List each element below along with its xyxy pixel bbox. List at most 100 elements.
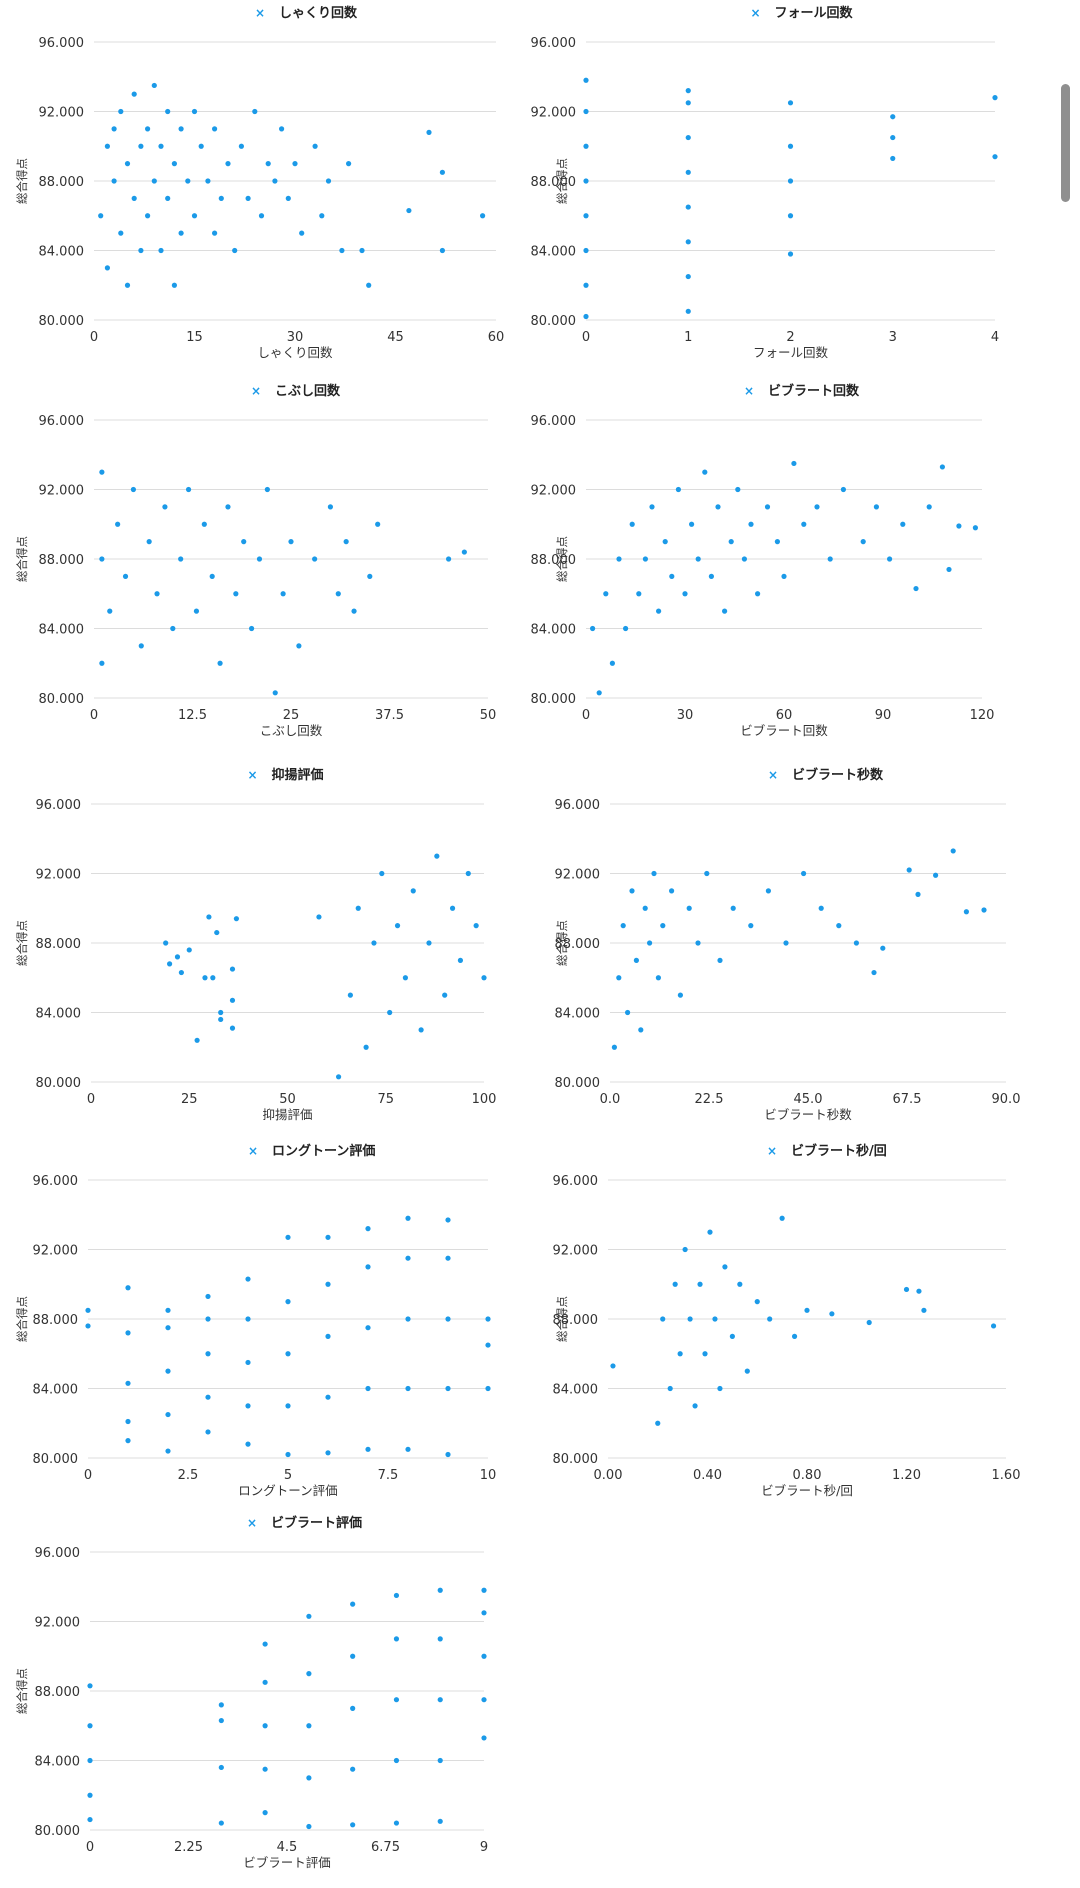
y-tick-label: 88.000 bbox=[553, 1313, 599, 1328]
data-point bbox=[205, 1429, 211, 1435]
data-point bbox=[583, 282, 589, 288]
data-point bbox=[365, 1264, 371, 1270]
data-point bbox=[205, 178, 211, 184]
data-point bbox=[280, 591, 286, 597]
chart-title: ビブラート評価 bbox=[271, 1515, 362, 1531]
data-point bbox=[647, 940, 653, 946]
data-point bbox=[818, 905, 824, 911]
y-tick-label: 88.000 bbox=[531, 175, 577, 190]
data-point bbox=[229, 997, 236, 1003]
data-point bbox=[245, 1316, 251, 1322]
data-point bbox=[145, 213, 151, 219]
y-tick-label: 84.000 bbox=[555, 1007, 601, 1022]
data-point bbox=[764, 504, 771, 510]
data-point bbox=[306, 1671, 312, 1677]
data-point bbox=[853, 940, 859, 946]
vertical-scrollbar[interactable] bbox=[1061, 84, 1070, 202]
x-axis-label: しゃくり回数 bbox=[257, 345, 333, 360]
y-tick-label: 80.000 bbox=[36, 1076, 82, 1091]
y-tick-label: 92.000 bbox=[555, 868, 601, 883]
data-point bbox=[871, 969, 877, 976]
data-point bbox=[193, 608, 200, 614]
data-point bbox=[365, 1226, 371, 1232]
data-point bbox=[218, 1016, 224, 1023]
data-point bbox=[210, 975, 216, 981]
data-point bbox=[288, 539, 294, 545]
data-point bbox=[926, 504, 932, 510]
y-tick-label: 84.000 bbox=[553, 1383, 599, 1398]
x-tick-label: 0.00 bbox=[594, 1468, 623, 1483]
data-point bbox=[651, 870, 657, 877]
y-tick-label: 96.000 bbox=[555, 798, 601, 813]
data-point bbox=[642, 556, 648, 562]
x-tick-label: 2.25 bbox=[174, 1840, 203, 1855]
data-point bbox=[205, 1351, 211, 1357]
data-point bbox=[346, 161, 352, 167]
data-point bbox=[672, 1281, 678, 1287]
chart-title: ビブラート秒数 bbox=[792, 767, 884, 783]
data-point bbox=[355, 905, 361, 911]
data-point bbox=[205, 1293, 211, 1300]
data-point bbox=[439, 247, 445, 254]
data-point bbox=[707, 1229, 713, 1235]
y-tick-label: 92.000 bbox=[39, 106, 85, 121]
data-point bbox=[285, 1403, 291, 1409]
data-point bbox=[178, 230, 184, 236]
data-point bbox=[744, 1368, 750, 1374]
data-point bbox=[712, 1316, 718, 1322]
data-point bbox=[125, 1380, 131, 1386]
data-point bbox=[748, 521, 754, 527]
data-point bbox=[138, 643, 144, 649]
legend-marker-icon: × bbox=[767, 1144, 777, 1158]
data-point bbox=[866, 1319, 872, 1326]
chart-title: ビブラート回数 bbox=[768, 383, 860, 399]
x-tick-label: 67.5 bbox=[893, 1092, 922, 1107]
chart-title: しゃくり回数 bbox=[279, 5, 358, 21]
chart-yokuyou-score: × 抑揚評価 80.000 84.000 88.000 92.000 96.000 0 25 50… bbox=[15, 767, 496, 1122]
y-tick-label: 84.000 bbox=[33, 1383, 79, 1398]
data-point bbox=[178, 126, 184, 132]
data-point bbox=[218, 195, 224, 201]
y-tick-label: 84.000 bbox=[36, 1007, 82, 1022]
y-tick-label: 88.000 bbox=[555, 937, 601, 952]
data-point bbox=[214, 929, 220, 936]
data-point bbox=[218, 1764, 224, 1771]
data-point bbox=[393, 1820, 400, 1826]
y-tick-label: 96.000 bbox=[531, 414, 577, 429]
data-point bbox=[787, 251, 794, 257]
x-tick-label: 12.5 bbox=[178, 708, 207, 723]
y-axis-label: 総合得点 bbox=[15, 536, 29, 582]
x-axis-label: こぶし回数 bbox=[260, 723, 323, 738]
data-point bbox=[730, 905, 736, 911]
data-point bbox=[590, 625, 596, 632]
data-point bbox=[212, 230, 218, 236]
data-point bbox=[365, 1446, 371, 1452]
data-point bbox=[702, 1351, 708, 1357]
data-point bbox=[285, 1451, 291, 1458]
data-point bbox=[880, 945, 886, 951]
data-point bbox=[827, 556, 833, 562]
x-tick-label: 45.0 bbox=[794, 1092, 823, 1107]
data-point bbox=[695, 556, 701, 562]
data-point bbox=[611, 1044, 617, 1050]
data-point bbox=[145, 126, 151, 132]
data-point bbox=[840, 486, 846, 493]
x-tick-label: 15 bbox=[186, 330, 203, 345]
data-point bbox=[583, 213, 589, 219]
data-point bbox=[387, 1009, 393, 1016]
x-axis-label: ビブラート秒数 bbox=[764, 1107, 852, 1122]
data-point bbox=[163, 940, 169, 946]
data-point bbox=[779, 1215, 785, 1221]
y-tick-label: 92.000 bbox=[553, 1244, 599, 1259]
data-point bbox=[170, 625, 176, 632]
chart-title: ロングトーン評価 bbox=[272, 1143, 375, 1159]
data-point bbox=[111, 126, 117, 132]
data-point bbox=[660, 923, 666, 929]
x-tick-label: 75 bbox=[377, 1092, 394, 1107]
data-point bbox=[351, 608, 357, 614]
data-point bbox=[85, 1307, 91, 1313]
data-point bbox=[394, 923, 401, 929]
data-point bbox=[138, 143, 144, 149]
data-point bbox=[783, 940, 789, 946]
